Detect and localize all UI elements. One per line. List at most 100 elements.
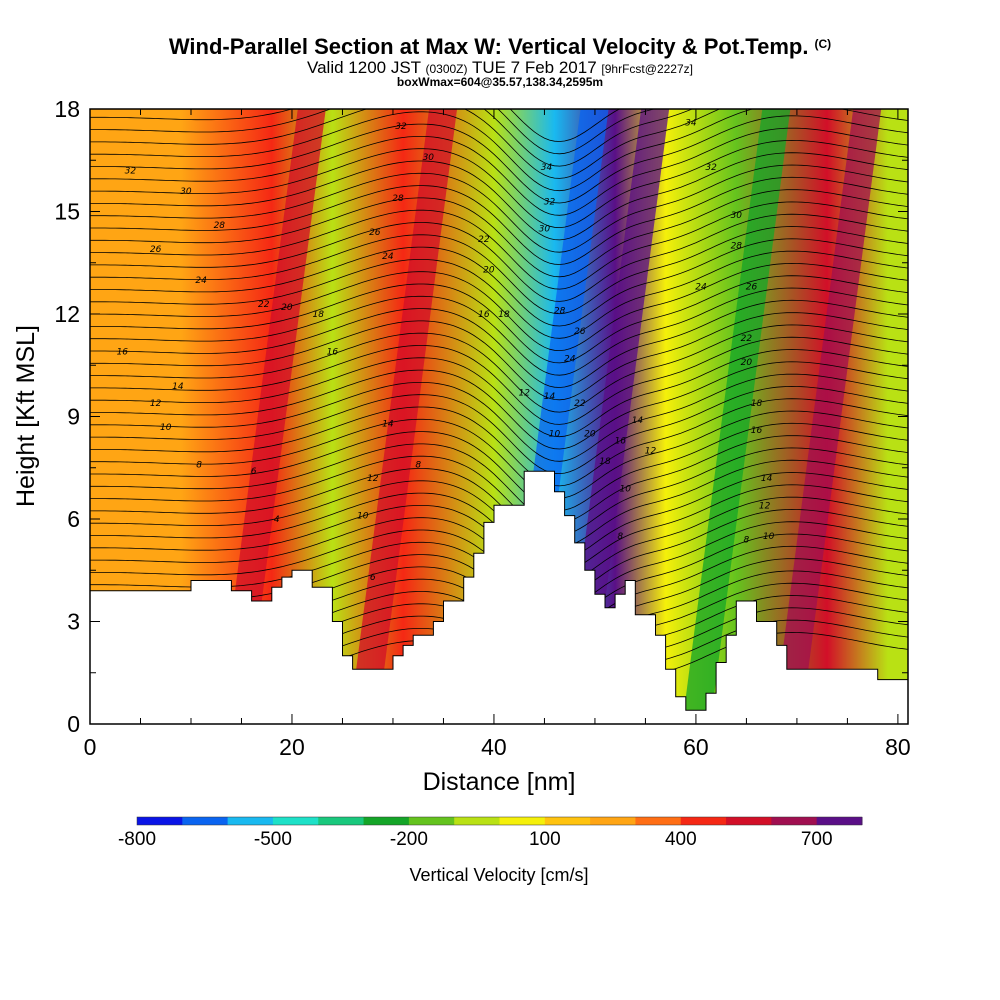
x-axis-title: Distance [nm] xyxy=(423,768,576,796)
contour-label: 20 xyxy=(483,266,495,276)
chart-subtitle: Valid 1200 JST (0300Z) TUE 7 Feb 2017 [9… xyxy=(0,59,1000,78)
velocity-core xyxy=(682,109,791,724)
contour-label: 14 xyxy=(632,416,644,426)
contour-label: 34 xyxy=(541,163,553,173)
contour-label: 6 xyxy=(370,573,376,583)
contour-label: 12 xyxy=(367,474,379,484)
contour-label: 14 xyxy=(544,392,556,402)
theta-contour xyxy=(90,115,908,204)
contour-label: 16 xyxy=(327,348,339,358)
contour-label: 14 xyxy=(172,382,184,392)
colorbar-swatch xyxy=(408,817,455,825)
contour-label: 22 xyxy=(258,300,270,310)
theta-contour xyxy=(90,299,908,388)
contour-label: 18 xyxy=(751,399,763,409)
contour-label: 24 xyxy=(382,252,394,262)
chart-title: Wind-Parallel Section at Max W: Vertical… xyxy=(0,34,1000,60)
contour-label: 24 xyxy=(195,276,207,286)
contour-label: 10 xyxy=(619,484,631,494)
contour-label: 10 xyxy=(357,512,369,522)
theta-contour xyxy=(90,336,908,425)
contour-label: 30 xyxy=(180,187,192,197)
contour-label: 16 xyxy=(614,436,626,446)
contour-label: 30 xyxy=(731,211,743,221)
contour-label: 22 xyxy=(574,399,586,409)
colorbar-swatch xyxy=(318,817,365,825)
theta-contour xyxy=(90,238,908,327)
theta-contour xyxy=(90,447,908,536)
theta-contour xyxy=(90,152,908,241)
theta-contour xyxy=(90,127,908,216)
contour-label: 20 xyxy=(741,358,753,368)
theta-contour xyxy=(90,262,908,352)
y-axis: 0 3 6 9 12 15 18 xyxy=(54,96,908,737)
contour-label: 12 xyxy=(759,501,771,511)
terrain-mask xyxy=(90,470,908,724)
colorbar-swatch xyxy=(726,817,772,825)
subtitle-utc-time: (0300Z) xyxy=(425,62,468,76)
contour-label: 26 xyxy=(369,228,381,238)
colorbar-frame xyxy=(136,816,863,826)
theta-contour xyxy=(90,109,694,167)
theta-contour xyxy=(90,410,908,499)
contour-label: 26 xyxy=(746,283,758,293)
theta-contour xyxy=(90,349,908,438)
colorbar-tick-label: 100 xyxy=(529,829,561,850)
velocity-core xyxy=(217,109,326,724)
contour-label: 34 xyxy=(685,119,697,129)
contour-label: 28 xyxy=(731,242,743,252)
colorbar-swatch xyxy=(635,817,682,825)
contour-label: 30 xyxy=(539,225,551,235)
y-tick-label: 15 xyxy=(54,199,80,225)
colorbar-swatch xyxy=(816,817,863,825)
colorbar-swatch xyxy=(137,817,183,825)
theta-contour xyxy=(90,324,908,413)
y-tick-label: 9 xyxy=(67,404,80,430)
theta-contour xyxy=(90,226,908,315)
y-tick-label: 3 xyxy=(67,609,80,635)
colorbar-swatch xyxy=(454,817,500,825)
y-axis-title: Height [Kft MSL] xyxy=(12,325,40,507)
theta-contour xyxy=(90,109,656,155)
contour-labels: 32 30 28 26 24 22 20 18 16 16 14 12 10 8 6 4 32 30 28 26 24 1… xyxy=(117,119,775,583)
theta-contour xyxy=(90,250,908,339)
plot-area: 32 30 28 26 24 22 20 18 16 16 14 12 10 8 6 4 32 30 28 26 24 1… xyxy=(90,109,908,724)
y-tick-label: 18 xyxy=(54,96,80,122)
colorbar-swatch xyxy=(363,817,410,825)
contour-label: 28 xyxy=(214,221,226,231)
contour-label: 10 xyxy=(549,430,561,440)
theta-contour xyxy=(90,189,908,278)
colorbar-tick-label: -500 xyxy=(254,829,292,850)
contour-label: 10 xyxy=(763,532,775,542)
contour-label: 32 xyxy=(395,122,407,132)
theta-contour xyxy=(90,459,908,548)
contour-label: 8 xyxy=(744,536,750,546)
x-tick-label: 60 xyxy=(683,734,709,760)
theta-contour xyxy=(90,275,908,364)
contour-label: 32 xyxy=(125,167,137,177)
y-tick-label: 0 xyxy=(67,711,80,737)
colorbar-swatch xyxy=(680,817,727,825)
contour-label: 16 xyxy=(751,426,763,436)
colorbar-swatch xyxy=(499,817,546,825)
contour-label: 12 xyxy=(150,399,162,409)
contour-label: 12 xyxy=(518,389,530,399)
chart-title-mark: (C) xyxy=(814,37,832,51)
theta-contour xyxy=(90,398,908,487)
colorbar: -800 -500 -200 100 400 700 xyxy=(118,816,863,850)
contour-label: 26 xyxy=(574,327,586,337)
colorbar-swatch xyxy=(544,817,591,825)
chart-subtitle-box: boxWmax=604@35.57,138.34,2595m xyxy=(396,75,604,89)
colorbar-swatch xyxy=(227,817,274,825)
velocity-bands xyxy=(217,109,882,724)
theta-contour xyxy=(90,373,908,462)
colorbar-swatch xyxy=(182,817,229,825)
colorbar-swatch xyxy=(272,817,319,825)
x-tick-label: 40 xyxy=(481,734,507,760)
subtitle-valid-time: Valid 1200 JST xyxy=(307,58,421,77)
contour-label: 20 xyxy=(584,430,596,440)
colorbar-tick-label: 700 xyxy=(801,829,833,850)
theta-contour xyxy=(90,312,908,401)
y-tick-label: 12 xyxy=(54,301,80,327)
